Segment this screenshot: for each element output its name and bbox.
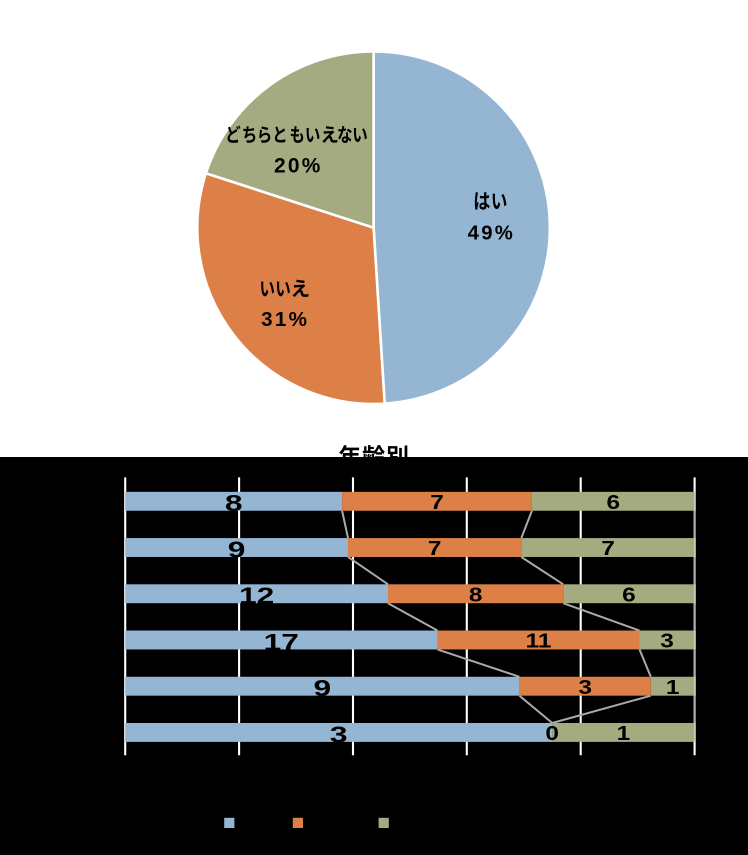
svg-text:49%: 49% bbox=[468, 222, 516, 244]
svg-text:17: 17 bbox=[264, 629, 299, 655]
svg-text:7: 7 bbox=[601, 537, 615, 559]
svg-text:9: 9 bbox=[313, 675, 331, 701]
svg-text:6: 6 bbox=[622, 583, 636, 605]
svg-text:7: 7 bbox=[430, 491, 444, 513]
svg-text:12: 12 bbox=[239, 583, 274, 609]
svg-text:20%: 20% bbox=[274, 155, 323, 178]
svg-text:8: 8 bbox=[225, 490, 243, 516]
svg-text:31%: 31% bbox=[261, 308, 309, 331]
svg-text:3: 3 bbox=[330, 721, 348, 747]
svg-text:1: 1 bbox=[617, 722, 631, 744]
svg-text:9: 9 bbox=[228, 536, 246, 562]
svg-text:6: 6 bbox=[607, 491, 621, 513]
svg-text:0: 0 bbox=[545, 722, 559, 744]
svg-text:3: 3 bbox=[578, 676, 592, 698]
svg-text:1: 1 bbox=[666, 676, 680, 698]
svg-text:3: 3 bbox=[660, 630, 674, 652]
svg-text:7: 7 bbox=[428, 537, 442, 559]
svg-text:8: 8 bbox=[469, 583, 483, 605]
svg-text:11: 11 bbox=[526, 630, 552, 652]
